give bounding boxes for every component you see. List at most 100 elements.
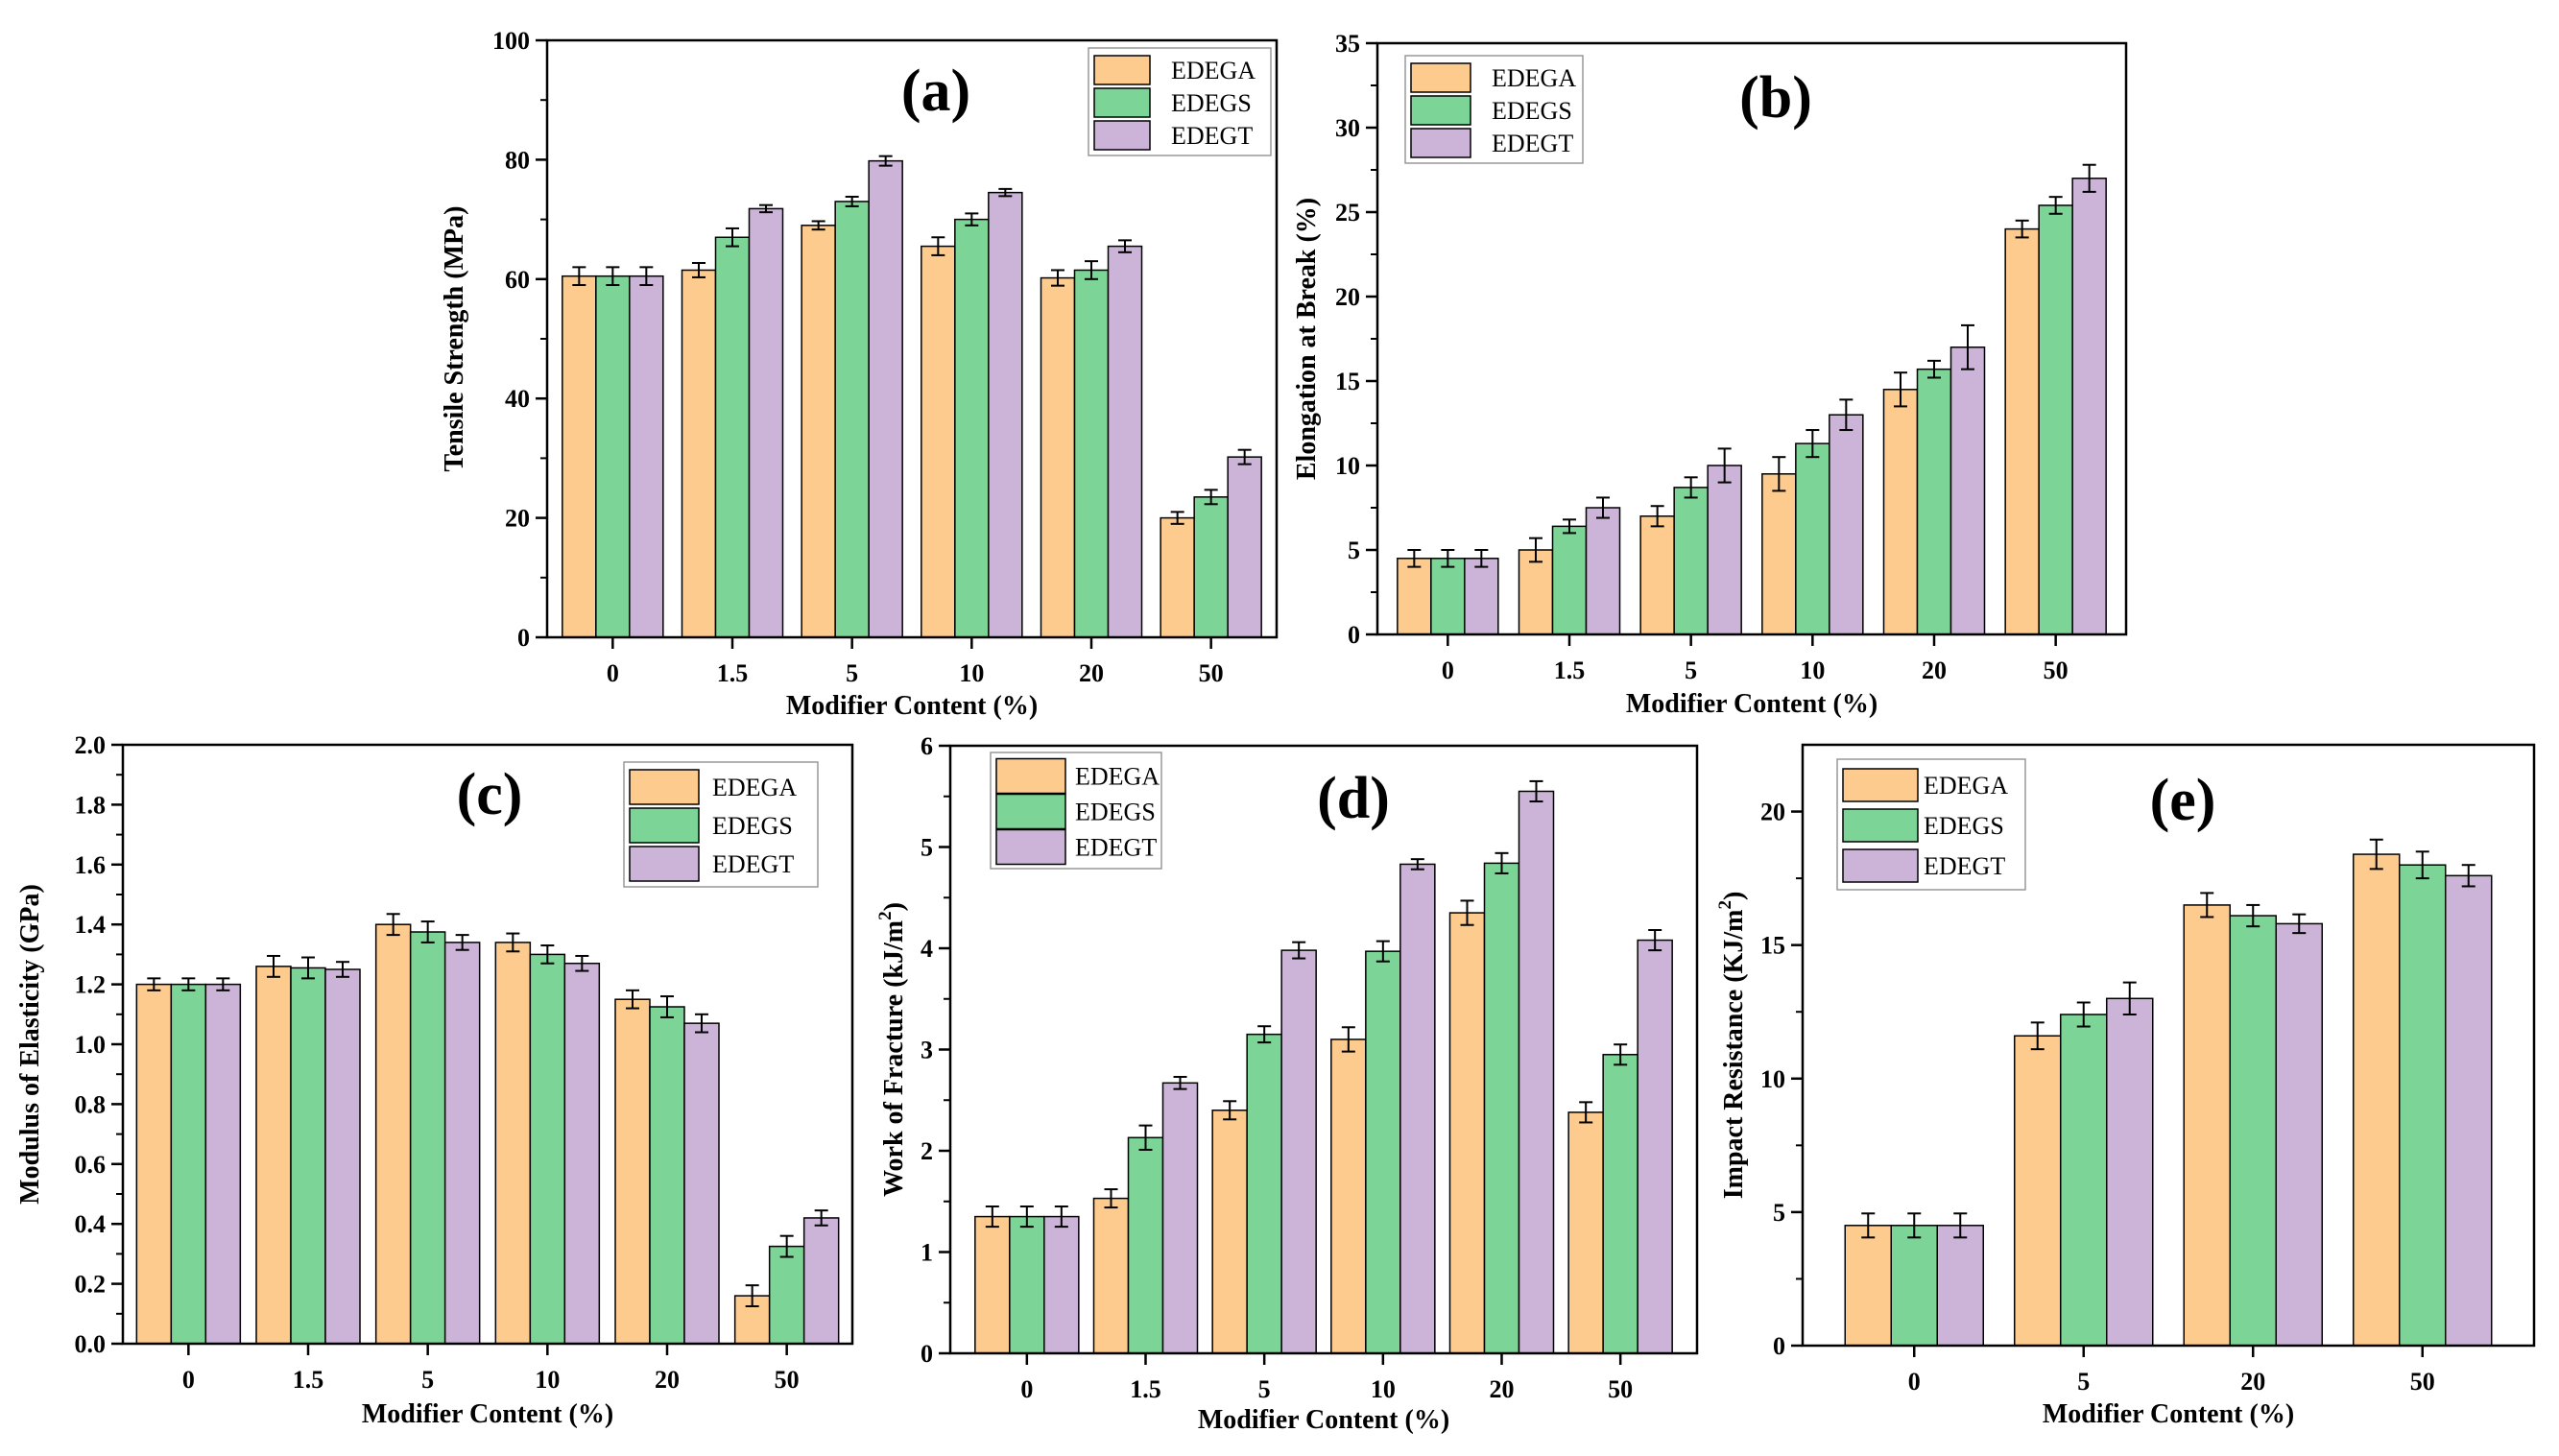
- bar-c-edegt-20: [683, 1022, 720, 1345]
- bar-e-edegt-20: [2275, 922, 2323, 1347]
- bar-c-edegt-10: [563, 963, 601, 1345]
- bar-c-edega-1.5: [255, 966, 292, 1345]
- panel-label-c: (c): [457, 762, 523, 827]
- bar-d-edegs-1.5: [1127, 1136, 1164, 1354]
- error-bar-d-edegt-50: [1648, 929, 1662, 952]
- error-bar-c-edegs-50: [779, 1234, 794, 1258]
- legend-b: EDEGA EDEGS EDEGT: [1404, 55, 1584, 164]
- error-bar-c-edegs-10: [540, 944, 555, 965]
- y-axis-title-a: Tensile Strength (MPa): [440, 206, 469, 472]
- y-tick-label-c-7: 1.4: [75, 911, 107, 939]
- x-tick-label-c-3: 10: [535, 1366, 560, 1394]
- y-tick-label-c-2: 0.4: [75, 1210, 107, 1238]
- bar-d-edega-1.5: [1092, 1197, 1130, 1354]
- error-bar-d-edega-1.5: [1104, 1188, 1118, 1209]
- y-tick-label-b-2: 10: [1335, 452, 1360, 480]
- y-tick-label-b-3: 15: [1335, 368, 1360, 395]
- x-tick-label-a-4: 20: [1079, 659, 1104, 687]
- error-bar-e-edegt-20: [2292, 913, 2307, 935]
- legend-label-b-edegs: EDEGS: [1492, 97, 1572, 125]
- error-bar-e-edegs-50: [2415, 850, 2429, 880]
- legend-label-e-edegt: EDEGT: [1924, 852, 2005, 880]
- error-bar-b-edegt-50: [2082, 163, 2096, 193]
- x-axis-title-d: Modifier Content (%): [1198, 1405, 1449, 1435]
- legend-swatch-c-edegt: [629, 846, 700, 882]
- chart-c: 0.0 0.2 0.4 0.6 0.8 1.0 1.2 1.4 1.6 1.8 2.0 0 1.5 5 10…: [15, 731, 854, 1429]
- bar-a-edega-5: [801, 225, 836, 638]
- y-axis-title-end-e: ): [1719, 892, 1749, 900]
- bar-d-edegt-50: [1637, 939, 1673, 1354]
- error-bar-d-edegt-0: [1054, 1205, 1068, 1229]
- bar-e-edega-0: [1844, 1225, 1892, 1347]
- bar-a-edegs-10: [954, 218, 990, 638]
- y-tick-label-c-1: 0.2: [75, 1271, 107, 1299]
- legend-d: EDEGA EDEGS EDEGT: [990, 752, 1162, 870]
- x-tick-label-d-0: 0: [1020, 1375, 1033, 1403]
- bar-c-edega-10: [494, 942, 532, 1345]
- bar-e-edegt-50: [2445, 874, 2493, 1347]
- bar-e-edegt-0: [1936, 1225, 1984, 1347]
- y-axis-title-text-a: Tensile Strength (MPa): [440, 206, 469, 472]
- legend-label-e-edegs: EDEGS: [1924, 812, 2004, 840]
- error-bar-d-edegt-1.5: [1173, 1075, 1187, 1090]
- y-tick-label-c-5: 1.0: [75, 1031, 107, 1059]
- bar-d-edegt-20: [1518, 790, 1555, 1354]
- x-axis-title-b: Modifier Content (%): [1626, 689, 1877, 719]
- y-tick-label-a-4: 80: [505, 146, 530, 174]
- bar-d-edegt-0: [1043, 1215, 1080, 1354]
- x-tick-label-a-5: 50: [1199, 659, 1224, 687]
- error-bar-b-edega-10: [1772, 456, 1786, 492]
- error-bar-c-edega-50: [745, 1284, 759, 1307]
- legend-label-e-edega: EDEGA: [1924, 772, 2008, 800]
- legend-swatch-c-edegs: [629, 807, 700, 844]
- bar-a-edegt-10: [988, 191, 1023, 638]
- y-tick-label-d-3: 3: [921, 1037, 933, 1064]
- error-bar-a-edega-0: [572, 266, 586, 287]
- bar-a-edegs-20: [1073, 269, 1110, 638]
- bar-c-edegs-1.5: [290, 967, 326, 1345]
- error-bar-c-edega-5: [386, 913, 400, 937]
- bar-e-edegs-20: [2229, 915, 2277, 1347]
- y-axis-title-d: Work of Fracture (kJ/m2): [875, 902, 909, 1197]
- bar-a-edegs-1.5: [714, 236, 751, 638]
- bar-c-edegt-5: [443, 942, 481, 1345]
- error-bar-b-edegs-50: [2048, 196, 2063, 215]
- bar-d-edegt-5: [1280, 949, 1317, 1354]
- x-tick-label-d-1: 1.5: [1130, 1375, 1161, 1403]
- y-tick-label-e-2: 10: [1760, 1065, 1785, 1093]
- legend-swatch-e-edega: [1842, 768, 1919, 802]
- x-tick-label-e-2: 20: [2240, 1368, 2265, 1396]
- error-bar-a-edega-10: [931, 236, 945, 256]
- chart-d: 0 1 2 3 4 5 6 0 1.5 5 10 20 50 Modifier Content (%) Wo…: [875, 732, 1699, 1435]
- error-bar-d-edega-50: [1579, 1101, 1593, 1124]
- legend-swatch-c-edega: [629, 769, 700, 805]
- legend-swatch-b-edegt: [1410, 128, 1471, 158]
- y-axis-title-sup-e: 2: [1715, 900, 1735, 910]
- x-tick-label-c-0: 0: [182, 1366, 195, 1394]
- error-bar-b-edegt-20: [1961, 323, 1974, 370]
- x-axis-title-e: Modifier Content (%): [2043, 1399, 2294, 1429]
- y-axis-title-c: Modulus of Elasticity (GPa): [15, 884, 45, 1205]
- error-bar-d-edegs-50: [1614, 1043, 1628, 1066]
- y-axis-title-e: Impact Resistance (KJ/m2): [1715, 892, 1749, 1200]
- bar-e-edegt-5: [2106, 997, 2154, 1347]
- bar-a-edegt-20: [1107, 245, 1143, 638]
- bar-a-edega-0: [562, 274, 597, 638]
- chart-e: 0 5 10 15 20 0 5 20 50 Modifier Content (%) Impact…: [1715, 743, 2536, 1429]
- bar-b-edega-50: [2004, 227, 2040, 635]
- error-bar-a-edegs-0: [606, 266, 620, 287]
- y-tick-label-a-3: 60: [505, 266, 530, 294]
- error-bar-d-edega-10: [1341, 1026, 1355, 1053]
- y-tick-label-c-10: 2.0: [75, 731, 107, 759]
- panel-label-b: (b): [1739, 65, 1812, 131]
- bar-a-edega-50: [1160, 516, 1195, 638]
- y-tick-label-e-0: 0: [1773, 1332, 1785, 1360]
- x-tick-label-e-3: 50: [2410, 1368, 2435, 1396]
- y-tick-label-e-4: 20: [1760, 799, 1785, 826]
- legend-label-c-edegs: EDEGS: [712, 812, 793, 840]
- error-bar-b-edegt-0: [1474, 549, 1489, 568]
- bar-b-edegs-1.5: [1551, 525, 1588, 635]
- error-bar-a-edegt-1.5: [759, 203, 773, 214]
- error-bar-c-edega-10: [506, 932, 520, 953]
